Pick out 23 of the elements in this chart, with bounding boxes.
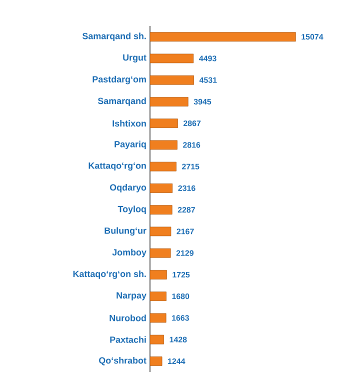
bar xyxy=(150,96,188,106)
y-tick-label: Samarqand xyxy=(98,98,146,106)
bar xyxy=(150,292,166,302)
y-tick-label: Oqdaryo xyxy=(110,184,146,192)
bar xyxy=(150,183,173,193)
bar xyxy=(150,118,178,128)
y-tick-label: Ishtixon xyxy=(112,120,146,127)
y-tick-label: Nurobod xyxy=(110,314,146,322)
y-tick-label: Urgut xyxy=(123,54,146,62)
y-tick-label: Paxtachi xyxy=(110,336,146,343)
bar xyxy=(150,205,172,215)
y-tick-label: Payariq xyxy=(114,140,146,150)
y-tick-label: Pastdarg‘om xyxy=(92,76,146,84)
y-tick-label: Bulung‘ur xyxy=(104,227,146,236)
y-tick-label: Qo‘shrabot xyxy=(99,357,146,366)
y-tick-label: Toyloq xyxy=(118,206,146,214)
y-tick-label: Kattaqo‘rg‘on xyxy=(88,162,146,171)
y-tick-label: Kattaqo‘rg‘on sh. xyxy=(73,270,146,279)
y-tick-label: Samarqand sh. xyxy=(82,32,146,41)
bar xyxy=(150,32,296,42)
y-tick-label: Jomboy xyxy=(112,248,146,258)
bar xyxy=(150,270,167,280)
y-tick-label: Narpay xyxy=(116,292,146,300)
